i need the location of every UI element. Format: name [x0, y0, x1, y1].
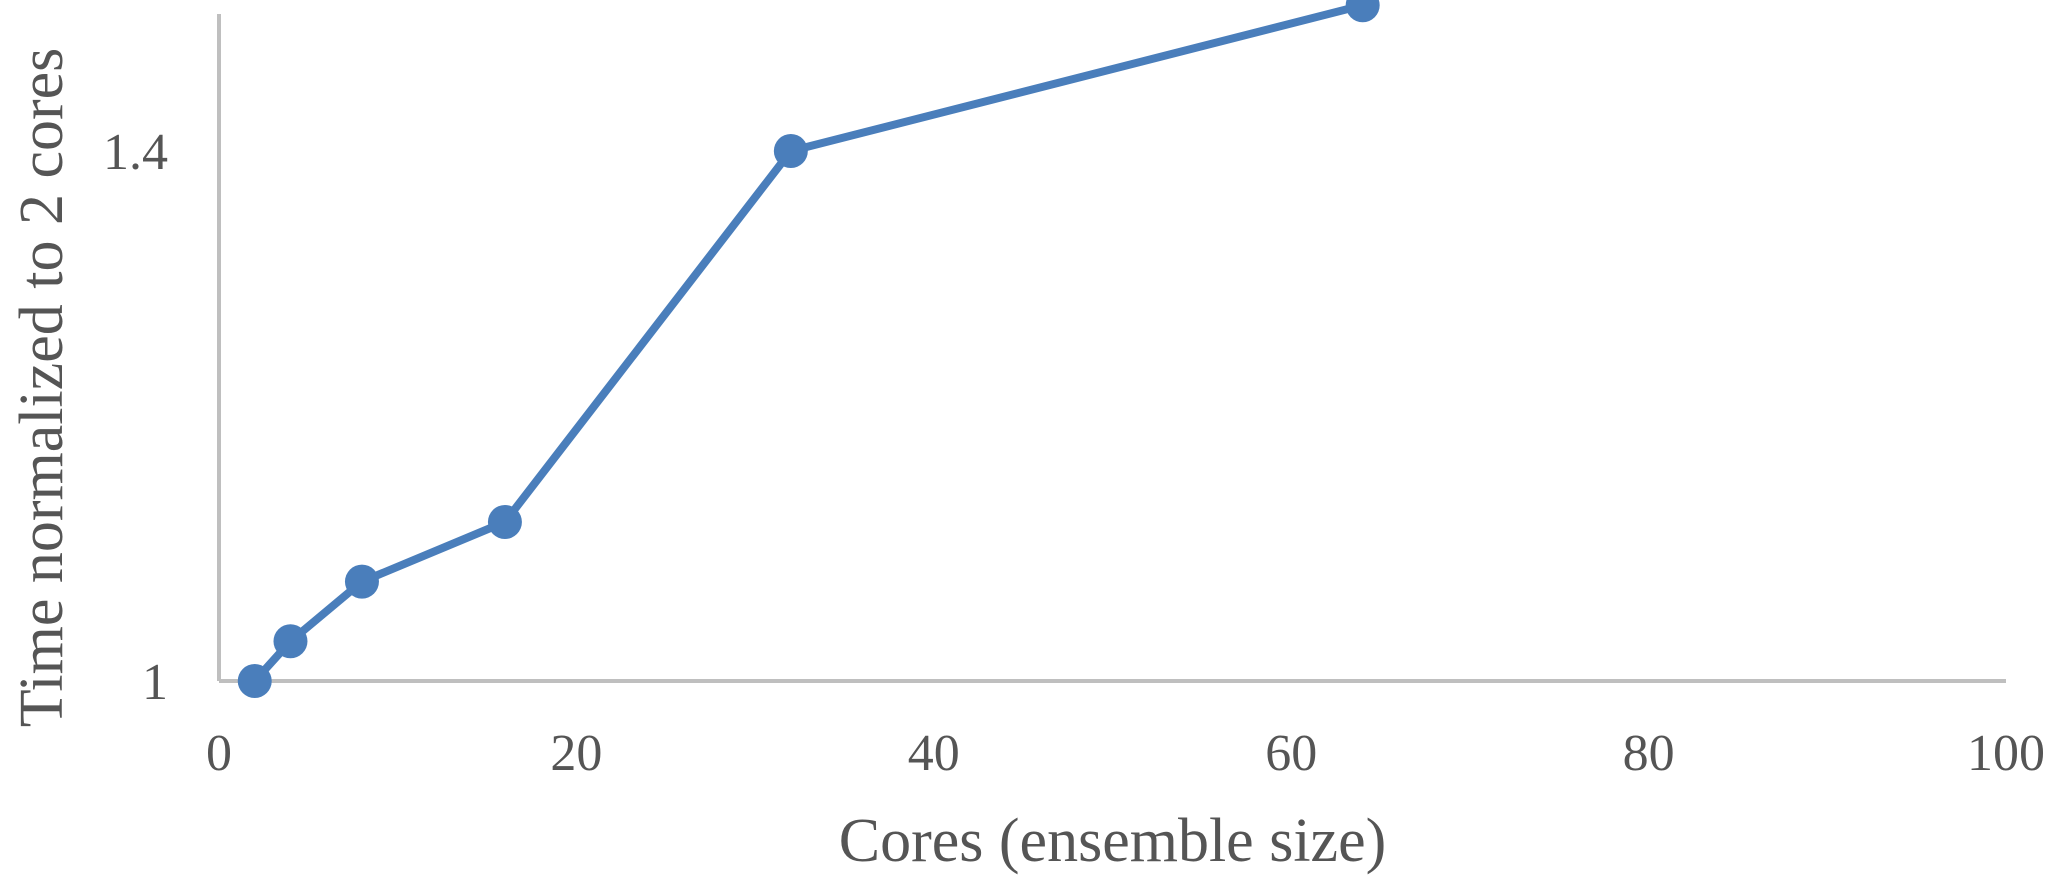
x-axis-title: Cores (ensemble size): [839, 807, 1386, 875]
y-tick-labels: 11.41.8: [103, 124, 168, 711]
data-point: [1345, 0, 1380, 23]
data-point: [773, 134, 808, 168]
y-axis-title: Time normalized to 2 cores: [8, 48, 76, 728]
x-tick-labels: 0 20 40 60 80 100: [206, 725, 2045, 782]
data-point: [487, 505, 522, 539]
axes: [217, 14, 2006, 683]
x-tick-label: 0: [206, 725, 232, 782]
data-point: [344, 564, 379, 599]
x-tick-label: 80: [1623, 725, 1675, 782]
series-group: [237, 0, 1380, 698]
x-tick-label: 60: [1265, 725, 1317, 782]
x-tick-label: 100: [1967, 725, 2045, 782]
x-tick-label: 40: [908, 725, 960, 782]
x-tick-label: 20: [550, 725, 602, 782]
data-point: [237, 664, 272, 698]
data-point: [273, 624, 308, 659]
y-tick-label: 1.4: [103, 124, 168, 181]
y-tick-label: 1: [142, 654, 168, 711]
